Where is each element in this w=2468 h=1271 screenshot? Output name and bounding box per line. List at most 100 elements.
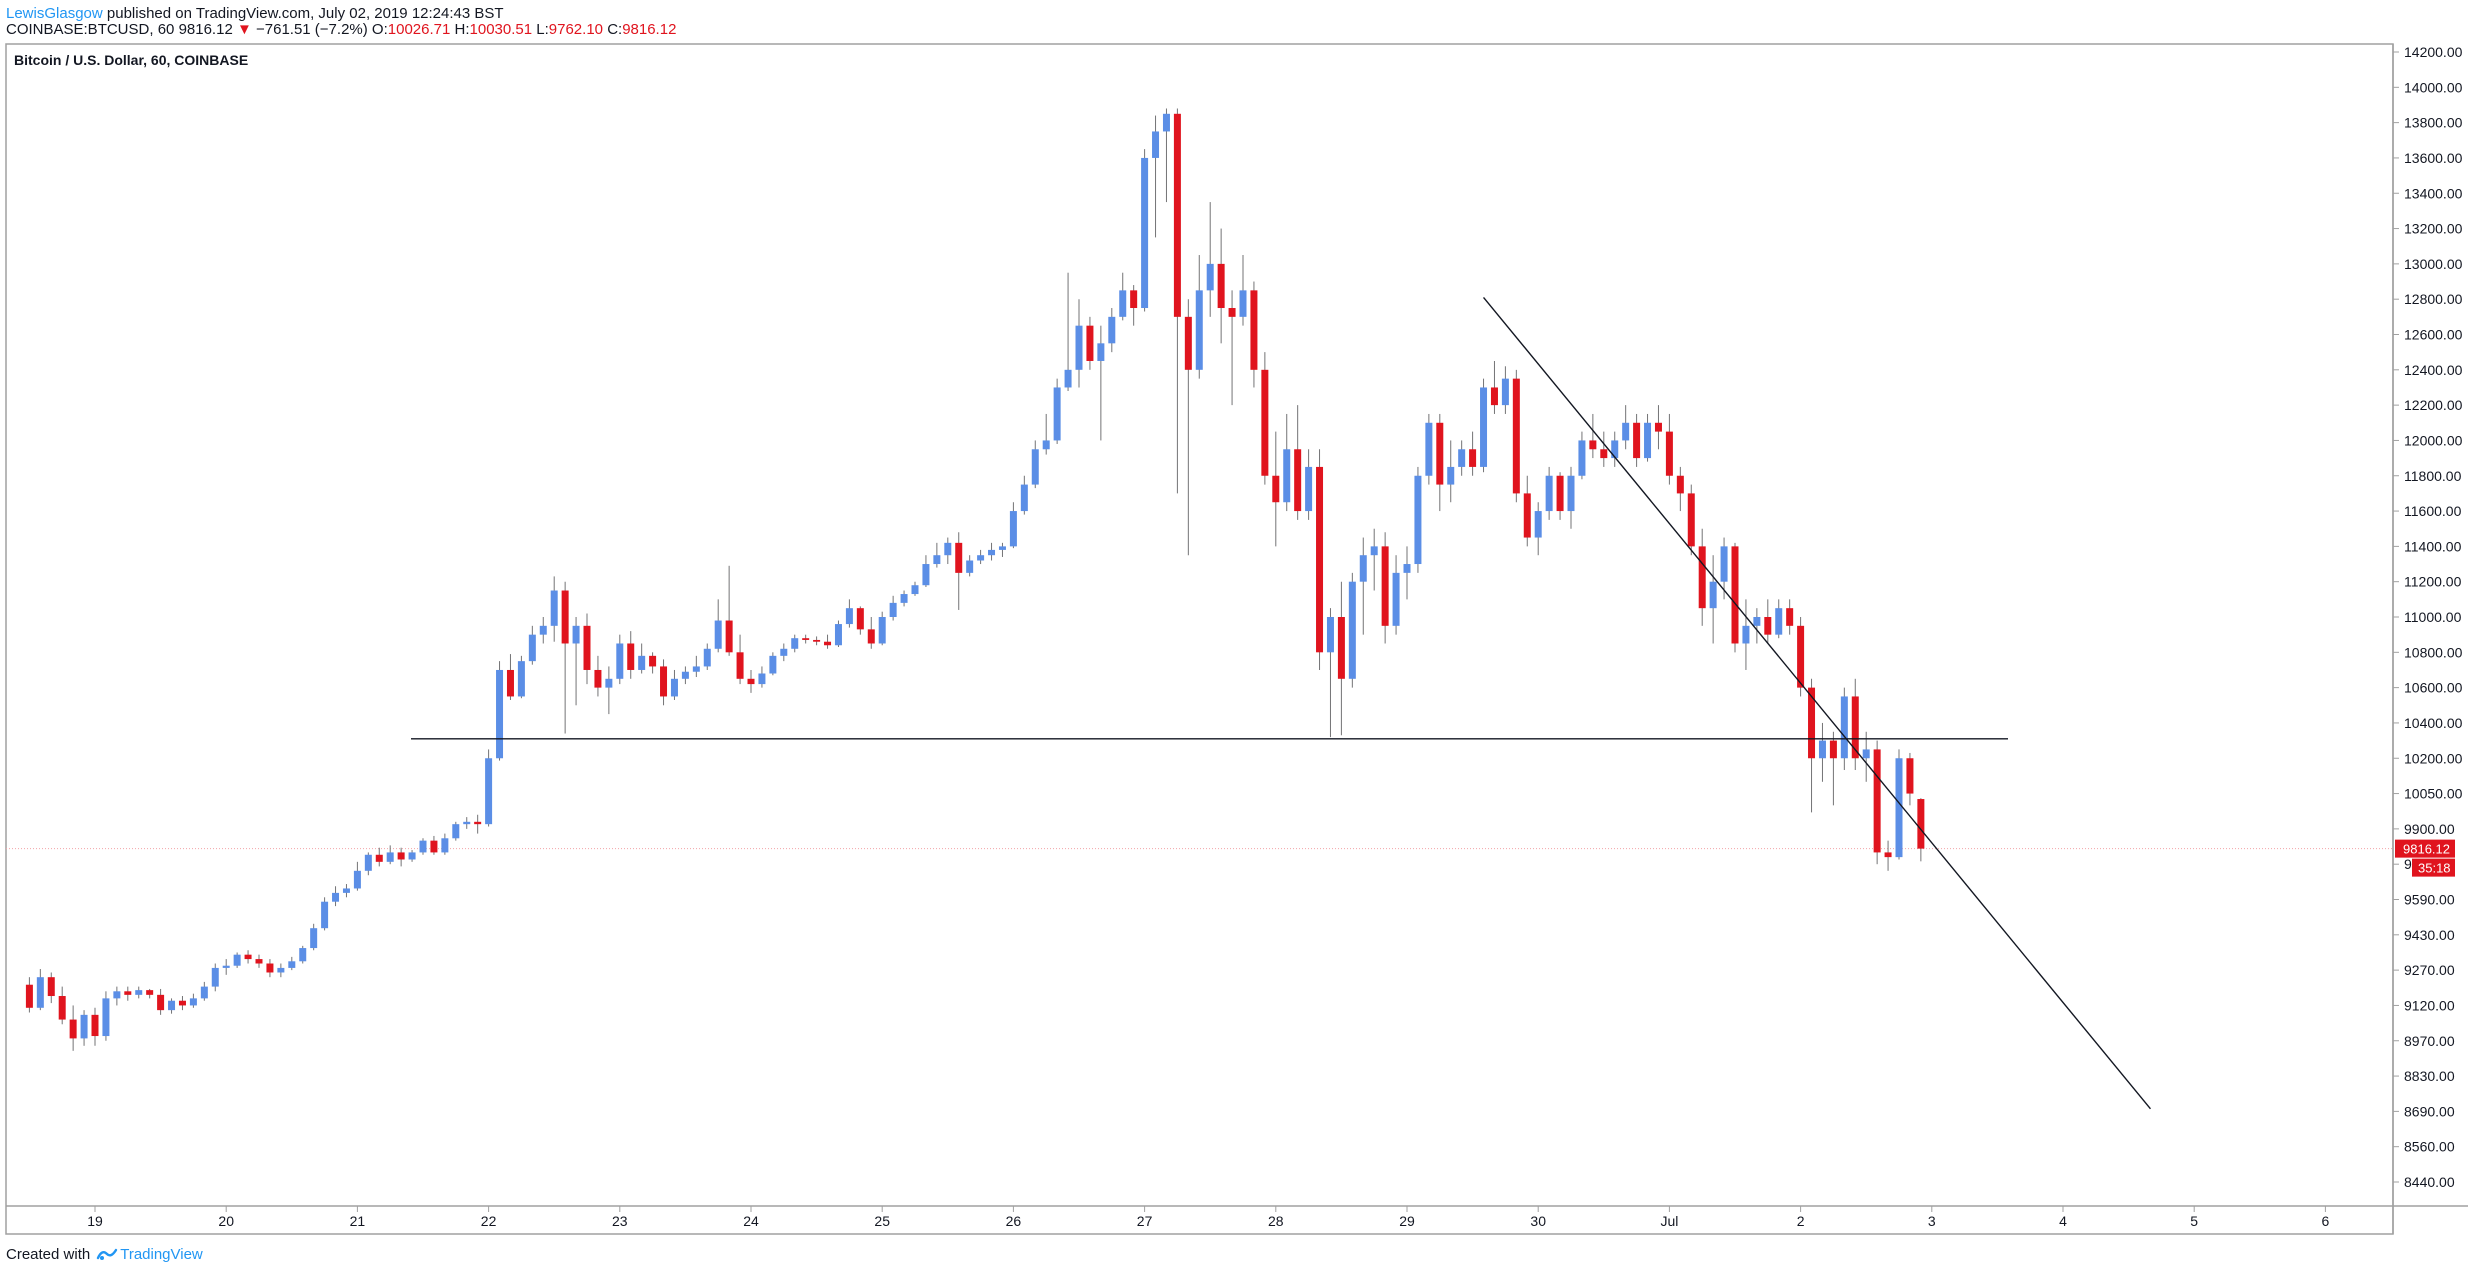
candle-up[interactable] — [408, 850, 416, 862]
candle-up[interactable] — [1326, 608, 1334, 738]
candle-down[interactable] — [1316, 449, 1324, 670]
candle-down[interactable] — [1294, 405, 1302, 520]
candle-down[interactable] — [244, 950, 252, 964]
candle-up[interactable] — [758, 666, 766, 688]
candle-up[interactable] — [528, 625, 536, 665]
candle-up[interactable] — [1152, 115, 1160, 238]
candle-down[interactable] — [1906, 752, 1914, 806]
candle-up[interactable] — [681, 666, 689, 685]
candle-up[interactable] — [605, 666, 613, 715]
candle-down[interactable] — [824, 634, 832, 649]
candle-up[interactable] — [1097, 325, 1105, 441]
candle-up[interactable] — [135, 986, 143, 999]
candle-up[interactable] — [80, 1010, 88, 1046]
candle-up[interactable] — [878, 611, 886, 646]
candle-up[interactable] — [1162, 108, 1170, 203]
candle-up[interactable] — [1818, 722, 1826, 782]
tradingview-link[interactable]: TradingView — [120, 1246, 203, 1263]
candle-up[interactable] — [1206, 202, 1214, 317]
time-axis[interactable]: 19 20 21 22 23 24 25 26 27 28 29 30 Jul 2 3 4 5 6 — [87, 1206, 2330, 1229]
candle-down[interactable] — [47, 972, 55, 1004]
candle-down[interactable] — [474, 814, 482, 834]
candle-down[interactable] — [124, 986, 132, 1001]
candle-up[interactable] — [288, 956, 296, 971]
candle-down[interactable] — [1731, 542, 1739, 653]
candle-up[interactable] — [1709, 555, 1717, 644]
candle-up[interactable] — [670, 669, 678, 700]
candle-down[interactable] — [583, 613, 591, 685]
candle-up[interactable] — [211, 963, 219, 992]
candle-up[interactable] — [1064, 272, 1072, 391]
candle-up[interactable] — [889, 595, 897, 621]
candle-down[interactable] — [747, 669, 755, 693]
candle-up[interactable] — [780, 643, 788, 662]
candle-down[interactable] — [91, 1007, 99, 1046]
candle-down[interactable] — [69, 1005, 77, 1051]
candle-down[interactable] — [1829, 731, 1837, 806]
candle-down[interactable] — [1873, 740, 1881, 865]
candle-up[interactable] — [36, 969, 44, 1011]
candle-up[interactable] — [1195, 255, 1203, 379]
candle-up[interactable] — [1644, 413, 1652, 462]
candle-up[interactable] — [638, 643, 646, 674]
candle-down[interactable] — [627, 631, 635, 679]
candle-down[interactable] — [1851, 678, 1859, 771]
candle-up[interactable] — [1283, 413, 1291, 512]
candle-down[interactable] — [1797, 617, 1805, 697]
candle-up[interactable] — [102, 991, 110, 1041]
candle-up[interactable] — [1862, 731, 1870, 782]
trendline[interactable] — [1482, 296, 2152, 1110]
candle-up[interactable] — [834, 620, 842, 648]
candle-up[interactable] — [496, 661, 504, 761]
candle-up[interactable] — [189, 993, 197, 1008]
candle-up[interactable] — [332, 886, 340, 907]
candle-up[interactable] — [944, 537, 952, 565]
candle-down[interactable] — [1808, 678, 1816, 813]
candle-down[interactable] — [736, 634, 744, 685]
candle-up[interactable] — [299, 945, 307, 964]
candle-down[interactable] — [58, 986, 66, 1025]
candle-up[interactable] — [1545, 466, 1553, 520]
candle-up[interactable] — [539, 617, 547, 644]
candle-down[interactable] — [1884, 840, 1892, 871]
candle-up[interactable] — [386, 845, 394, 865]
candle-down[interactable] — [1665, 413, 1673, 485]
candle-up[interactable] — [1534, 502, 1542, 556]
candle-down[interactable] — [430, 835, 438, 855]
candle-up[interactable] — [714, 599, 722, 653]
candle-down[interactable] — [506, 654, 514, 700]
candle-up[interactable] — [988, 542, 996, 561]
candle-up[interactable] — [933, 542, 941, 568]
candle-down[interactable] — [802, 634, 810, 644]
candle-down[interactable] — [856, 606, 864, 635]
candle-down[interactable] — [1130, 285, 1138, 326]
candle-down[interactable] — [1676, 466, 1684, 512]
candle-down[interactable] — [1173, 108, 1181, 494]
candle-up[interactable] — [1840, 687, 1848, 771]
candle-down[interactable] — [1436, 413, 1444, 512]
candle-down[interactable] — [1184, 299, 1192, 556]
candle-up[interactable] — [364, 852, 372, 876]
candle-up[interactable] — [441, 833, 449, 855]
candle-up[interactable] — [277, 963, 285, 978]
candle-up[interactable] — [1480, 378, 1488, 473]
candle-down[interactable] — [649, 652, 657, 674]
candle-up[interactable] — [1370, 528, 1378, 591]
candle-up[interactable] — [1567, 466, 1575, 529]
candle-up[interactable] — [1075, 299, 1083, 388]
candle-up[interactable] — [1053, 378, 1061, 444]
candle-up[interactable] — [1392, 555, 1400, 635]
candle-up[interactable] — [1414, 466, 1422, 573]
candle-up[interactable] — [572, 617, 580, 706]
candle-up[interactable] — [113, 986, 121, 1006]
candle-down[interactable] — [1490, 360, 1498, 414]
candle-up[interactable] — [1775, 599, 1783, 639]
candle-up[interactable] — [168, 998, 176, 1014]
candle-up[interactable] — [222, 959, 230, 975]
candle-up[interactable] — [1622, 405, 1630, 450]
candle-down[interactable] — [1250, 281, 1258, 388]
candle-up[interactable] — [233, 952, 241, 968]
candle-down[interactable] — [397, 847, 405, 867]
candle-down[interactable] — [1556, 472, 1564, 520]
candle-down[interactable] — [1217, 228, 1225, 344]
